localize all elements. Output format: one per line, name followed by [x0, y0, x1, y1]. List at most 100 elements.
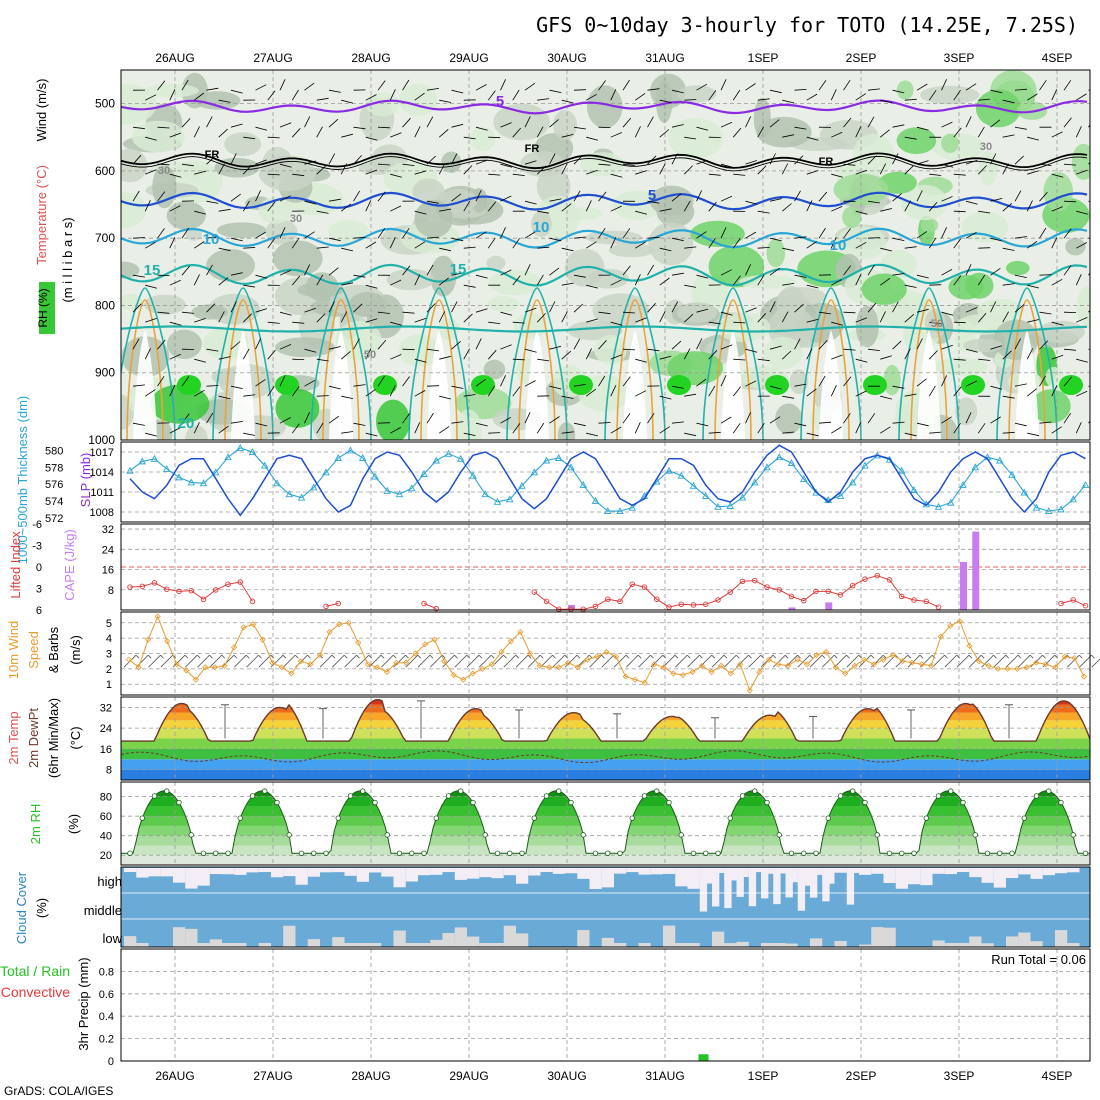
wind-speed-marker — [1042, 661, 1049, 668]
low-cloud-block — [1055, 930, 1068, 947]
temp-tick-label: 16 — [100, 744, 112, 756]
temp-tick-label: 8 — [106, 765, 112, 777]
run-total: Run Total = 0.06 — [991, 952, 1086, 967]
wind-barb — [990, 385, 1003, 390]
surface-wind-barb-tick — [539, 654, 544, 659]
thickness-marker — [150, 454, 159, 462]
rh-marker — [715, 850, 721, 856]
wind-barb — [916, 338, 923, 350]
rh-tick-label: 20 — [100, 850, 112, 862]
wind-barb — [291, 386, 300, 397]
lifted-index-marker — [837, 592, 844, 598]
rh-shade — [121, 192, 147, 228]
high-cloud-block — [748, 868, 757, 907]
lifted-index-line — [1060, 599, 1086, 607]
wind-speed-marker — [1052, 664, 1059, 671]
wind-tick-label: 5 — [106, 618, 112, 630]
dry-tower — [623, 330, 647, 440]
wind-barb — [304, 264, 311, 276]
wind-barb — [316, 97, 329, 101]
dry-tower — [917, 330, 941, 440]
wind-barb — [561, 247, 574, 252]
wind-barb — [941, 311, 954, 316]
wind-barb — [402, 117, 411, 128]
thickness-marker — [481, 490, 490, 498]
low-cloud-block — [454, 927, 467, 947]
lifted-index-marker — [654, 596, 660, 603]
wind-barb — [941, 227, 947, 239]
wind-axis-label-4: (m/s) — [68, 635, 83, 665]
surface-wind-barb-tick — [993, 654, 997, 659]
rh-marker — [1009, 850, 1015, 856]
wind-barb — [451, 237, 464, 242]
wind-barb — [181, 79, 189, 91]
surface-wind-barb — [515, 654, 529, 668]
surface-wind-barb — [821, 654, 835, 668]
wind-barb — [769, 385, 782, 390]
wind-barb — [561, 282, 574, 286]
wind-speed-marker — [135, 664, 142, 671]
thickness-marker — [910, 486, 918, 493]
wind-barb — [732, 238, 741, 249]
rh-marker — [874, 832, 880, 838]
wind-barb — [818, 163, 831, 166]
high-cloud-block — [381, 868, 394, 877]
wind-barb — [647, 303, 656, 313]
low-cloud-block — [173, 927, 186, 947]
low-cloud-block — [418, 943, 431, 947]
rh-marker — [237, 815, 243, 821]
cape-axis-label: CAPE (J/kg) — [62, 529, 77, 601]
wind-barb — [953, 422, 961, 434]
wind-barb — [671, 385, 684, 389]
chart-title: GFS 0~10day 3-hourly for TOTO (14.25E, 7… — [536, 13, 1078, 37]
temperature-line — [121, 698, 1091, 742]
rh-marker — [703, 850, 709, 856]
surface-wind-barb-tick — [625, 654, 630, 659]
surface-wind-barb-tick — [711, 654, 716, 659]
wind-barb — [1026, 200, 1033, 212]
contour-label: 10 — [533, 219, 550, 236]
wind-barb — [733, 321, 746, 324]
wind-barb — [487, 90, 496, 101]
wind-barb — [843, 348, 856, 351]
wind-barb — [402, 265, 411, 276]
surface-wind-barb — [405, 654, 419, 668]
lifted-index-line — [423, 603, 437, 610]
wind-barb — [487, 201, 497, 212]
surface-wind-barb-tick — [233, 654, 238, 659]
rh-marker — [151, 793, 158, 799]
thickness-marker — [518, 481, 526, 489]
surface-wind-barb-tick — [307, 654, 311, 659]
low-cloud-block — [1067, 943, 1080, 947]
wind-speed-marker — [164, 638, 171, 645]
wind-barb — [365, 200, 372, 212]
wind-barb — [720, 269, 732, 276]
low-cloud-block — [577, 930, 590, 947]
surface-wind-barb-tick — [797, 654, 801, 659]
cloud-level-middle: middle — [84, 903, 122, 918]
wind-barb — [610, 237, 617, 249]
wind-barb — [635, 93, 646, 101]
rh-shade — [1065, 238, 1086, 256]
wind-barb — [635, 317, 647, 323]
wind-barb — [635, 210, 648, 215]
wind-barb — [353, 155, 362, 165]
temperature-contour — [126, 299, 164, 440]
wind-speed-marker — [765, 656, 772, 663]
high-cloud-block — [846, 868, 855, 905]
thickness-marker — [861, 461, 869, 469]
wind-barb — [451, 340, 461, 350]
wind-barb — [512, 89, 520, 101]
thickness-marker — [959, 481, 967, 488]
wind-barb — [1039, 274, 1052, 276]
surface-wind-barb-tick — [564, 654, 569, 659]
surface-wind-barb — [319, 654, 333, 668]
low-cloud-block — [430, 939, 443, 947]
wind-barb — [1075, 126, 1082, 138]
rh-marker — [666, 799, 672, 806]
wind-speed-marker — [316, 651, 324, 659]
wind-barb — [867, 237, 881, 239]
wind-barb — [390, 321, 402, 326]
wind-speed-marker — [708, 668, 715, 676]
